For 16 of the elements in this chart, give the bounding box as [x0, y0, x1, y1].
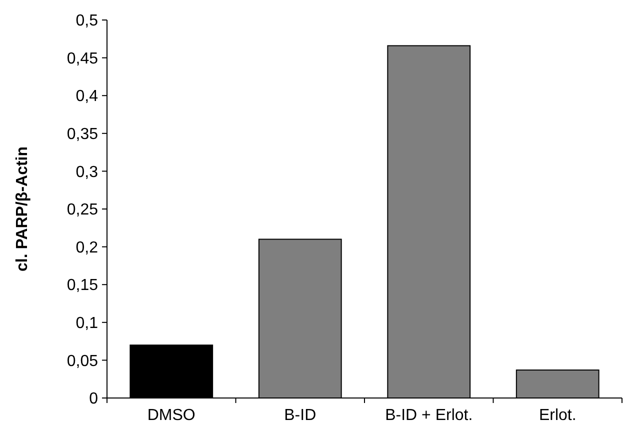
y-tick-label: 0,05: [66, 352, 98, 370]
y-tick-label: 0,1: [76, 315, 98, 332]
y-tick-label: 0: [89, 390, 98, 408]
y-tick-label: 0,35: [66, 126, 98, 143]
y-tick-label: 0,15: [66, 277, 98, 294]
y-tick-label: 0,4: [76, 88, 98, 106]
y-tick-label: 0,5: [76, 12, 98, 30]
x-tick-label: DMSO: [147, 407, 196, 424]
y-tick-label: 0,45: [66, 50, 98, 68]
y-axis-title: cl. PARP/β-Actin: [14, 146, 31, 272]
x-tick-label: B-ID: [284, 407, 316, 424]
y-tick-label: 0,25: [66, 202, 98, 219]
x-tick-label: Erlot.: [538, 407, 576, 424]
y-tick-label: 0,2: [76, 239, 98, 256]
y-tick-label: 0,3: [76, 164, 98, 181]
x-tick-label: B-ID + Erlot.: [385, 407, 473, 424]
